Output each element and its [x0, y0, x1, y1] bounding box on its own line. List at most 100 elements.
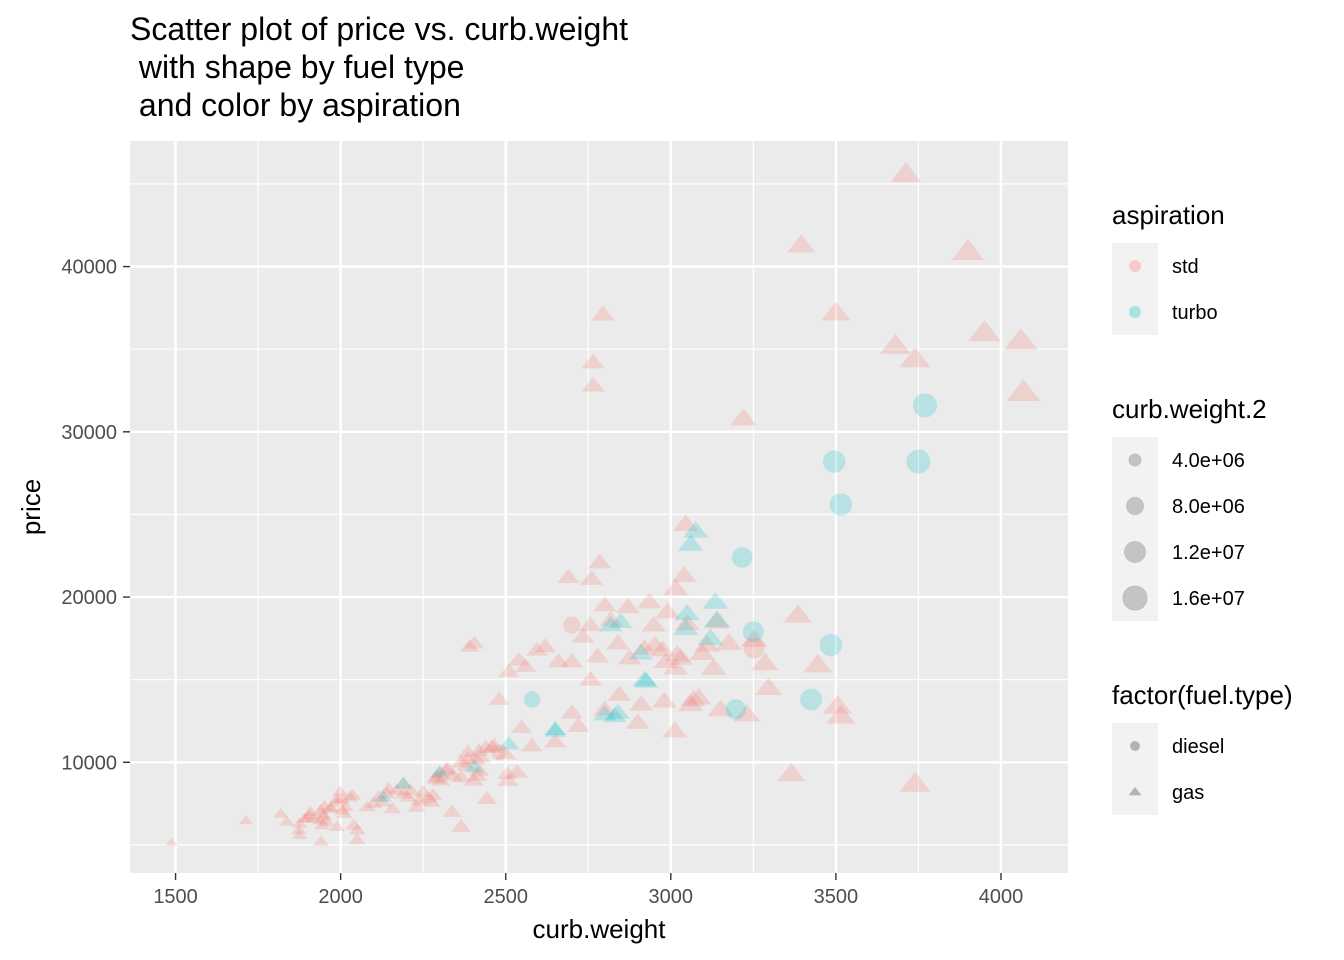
data-point-std-gas: [436, 763, 456, 776]
data-point-std-gas: [628, 695, 654, 711]
y-tick-label: 10000: [61, 752, 117, 774]
data-point-turbo-gas: [674, 603, 700, 621]
legend-label-std: std: [1172, 256, 1199, 278]
y-tick-label: 20000: [61, 587, 117, 609]
data-point-std-gas: [437, 761, 458, 774]
legend-size-circle-icon: [1128, 453, 1142, 467]
data-point-turbo-gas: [464, 759, 485, 773]
data-point-std-gas: [407, 799, 426, 812]
data-point-std-gas: [651, 691, 677, 708]
data-point-std-gas: [394, 776, 413, 789]
data-point-std-gas: [457, 744, 478, 758]
data-point-std-gas: [733, 704, 761, 722]
data-point-std-gas: [899, 771, 931, 792]
data-point-std-gas: [314, 818, 331, 830]
data-point-turbo-gas: [593, 705, 617, 721]
data-point-std-gas: [632, 638, 657, 655]
legend-label-turbo: turbo: [1172, 302, 1218, 324]
data-point-std-gas: [580, 570, 604, 585]
data-point-std-gas: [673, 514, 699, 531]
data-point-std-gas: [442, 804, 462, 817]
data-point-std-gas: [426, 771, 446, 784]
legend-aspiration: aspiration std turbo: [1112, 200, 1225, 335]
data-point-turbo-diesel: [829, 493, 853, 516]
data-point-turbo-gas: [682, 521, 709, 538]
legend-key: [1112, 243, 1158, 289]
data-point-std-gas: [571, 627, 595, 643]
data-point-std-gas: [291, 817, 308, 828]
data-point-std-gas: [607, 685, 632, 701]
data-point-std-gas: [826, 704, 856, 724]
data-point-std-gas: [451, 754, 471, 768]
legend-size-label: 8.0e+06: [1172, 496, 1245, 518]
data-point-std-gas: [344, 788, 362, 800]
data-point-std-gas: [321, 802, 338, 813]
legend-size-label: 4.0e+06: [1172, 450, 1245, 472]
legend-size-label: 1.2e+07: [1172, 542, 1245, 564]
data-point-std-gas: [821, 301, 851, 321]
data-point-std-gas: [506, 764, 528, 778]
data-point-std-diesel: [743, 637, 765, 659]
data-point-std-gas: [560, 704, 583, 719]
legend-key: [1112, 437, 1158, 483]
data-point-std-gas: [364, 796, 383, 809]
data-point-std-gas: [579, 670, 603, 686]
legend-key: [1112, 575, 1158, 621]
grid-lines: [130, 141, 1068, 873]
legend-key-std-icon: [1129, 260, 1141, 272]
data-point-std-gas: [642, 635, 668, 652]
data-point-turbo-diesel: [523, 691, 541, 708]
data-point-std-gas: [581, 353, 605, 369]
data-point-std-gas: [317, 815, 335, 827]
legend-key-turbo-icon: [1129, 306, 1141, 318]
data-point-std-gas: [526, 641, 548, 656]
data-point-std-gas: [496, 765, 518, 780]
data-point-std-gas: [730, 408, 757, 426]
data-point-std-gas: [671, 565, 697, 583]
data-point-std-gas: [588, 553, 612, 569]
data-point-std-gas: [463, 772, 484, 786]
data-point-std-gas: [498, 663, 520, 677]
data-point-std-gas: [322, 801, 340, 812]
data-point-turbo-diesel: [819, 633, 843, 657]
data-point-std-gas: [469, 742, 490, 756]
x-tick-label: 4000: [979, 886, 1024, 908]
x-tick-label: 1500: [153, 886, 198, 908]
data-point-std-gas: [488, 691, 510, 705]
data-point-std-gas: [598, 611, 623, 627]
data-point-std-gas: [377, 786, 396, 799]
chart-title-line-2: with shape by fuel type: [130, 49, 464, 85]
data-point-std-gas: [754, 677, 783, 696]
data-point-std-gas: [606, 634, 630, 650]
data-point-std-gas: [299, 811, 316, 822]
legend-size-circle-icon: [1125, 496, 1145, 516]
data-point-turbo-gas: [598, 616, 623, 632]
data-point-std-diesel: [491, 744, 508, 761]
data-point-std-gas: [470, 749, 492, 763]
data-point-std-gas: [751, 652, 779, 671]
data-point-std-gas: [413, 784, 433, 797]
legend-key: [1112, 289, 1158, 335]
legend-aspiration-title: aspiration: [1112, 200, 1225, 230]
legend-label-diesel: diesel: [1172, 736, 1224, 758]
data-point-std-gas: [495, 746, 517, 760]
data-point-std-gas: [641, 615, 666, 632]
data-point-std-gas: [694, 635, 721, 652]
data-point-std-gas: [369, 790, 388, 802]
data-point-turbo-gas: [498, 736, 520, 750]
data-point-turbo-gas: [544, 720, 567, 735]
data-point-std-gas: [680, 689, 707, 707]
data-point-std-gas: [337, 800, 354, 812]
data-point-std-gas: [341, 790, 359, 802]
data-point-std-gas: [510, 719, 533, 734]
data-point-std-gas: [469, 762, 490, 776]
data-point-std-gas: [312, 813, 329, 825]
data-point-std-diesel: [563, 616, 581, 634]
data-point-std-gas: [333, 803, 351, 815]
data-point-std-gas: [1006, 379, 1041, 401]
data-point-std-gas: [301, 809, 318, 820]
data-point-std-gas: [637, 592, 662, 609]
data-point-std-gas: [591, 305, 615, 321]
data-point-std-gas: [508, 651, 530, 666]
data-point-std-gas: [165, 837, 178, 846]
